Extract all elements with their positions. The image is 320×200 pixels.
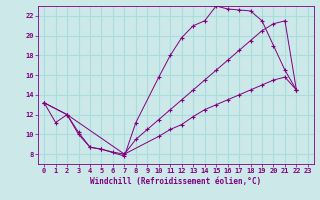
X-axis label: Windchill (Refroidissement éolien,°C): Windchill (Refroidissement éolien,°C) [91,177,261,186]
